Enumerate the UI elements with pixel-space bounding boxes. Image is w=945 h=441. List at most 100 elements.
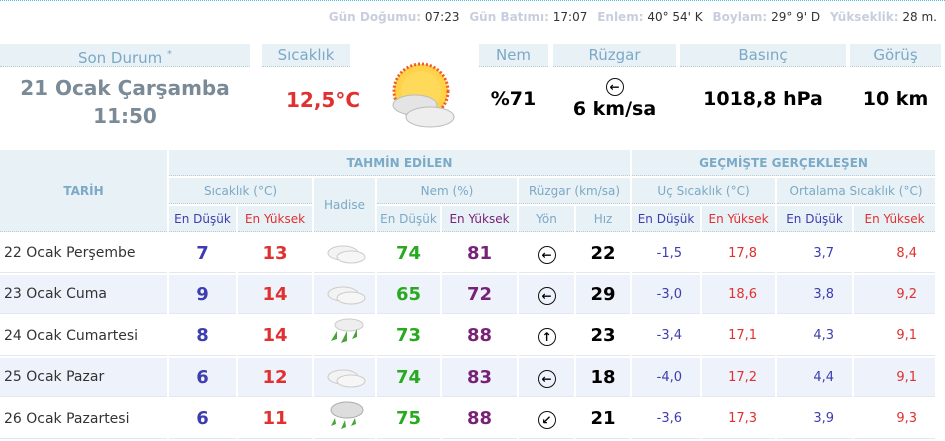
humidity-low: 75 bbox=[377, 399, 440, 439]
low-header: En Düşük bbox=[169, 206, 236, 232]
humidity-low: 73 bbox=[377, 316, 440, 356]
current-time: 11:50 bbox=[93, 104, 157, 128]
temp-high: 12 bbox=[238, 358, 312, 397]
avg-high: 8,4 bbox=[854, 234, 936, 273]
extreme-low: -3,6 bbox=[632, 399, 701, 439]
temp-high: 14 bbox=[238, 316, 312, 356]
temp-col-header: Sıcaklık (°C) bbox=[169, 178, 312, 204]
humidity-low: 65 bbox=[377, 275, 440, 314]
humidity-high: 72 bbox=[442, 275, 517, 314]
current-visibility: 10 km bbox=[862, 88, 929, 110]
current-temp: 12,5°C bbox=[286, 88, 361, 112]
avg-temp-header: Ortalama Sıcaklık (°C) bbox=[777, 178, 936, 204]
row-date: 22 Ocak Perşembe bbox=[0, 234, 167, 273]
current-humidity: %71 bbox=[490, 88, 537, 110]
history-header: GEÇMİŞTE GERÇEKLEŞEN bbox=[632, 150, 936, 176]
temp-low: 9 bbox=[169, 275, 236, 314]
avg-low: 4,4 bbox=[777, 358, 853, 397]
avg-low-header: En Düşük bbox=[777, 206, 853, 232]
table-row: 26 Ocak Pazartesi 6 11 75 88 ↙ 21 -3,6 1… bbox=[0, 399, 936, 439]
current-wind: ← 6 km/sa bbox=[553, 74, 676, 120]
wind-col-header: Rüzgar (km/sa) bbox=[519, 178, 631, 204]
wind-header: Rüzgar bbox=[553, 44, 676, 67]
sunrise-label: Gün Doğumu: bbox=[328, 10, 422, 24]
avg-high: 9,1 bbox=[854, 358, 936, 397]
row-date: 25 Ocak Pazar bbox=[0, 358, 167, 397]
wind-direction-icon: ← bbox=[537, 245, 556, 264]
hadise-header: Hadise bbox=[314, 178, 375, 232]
ext-low-header: En Düşük bbox=[632, 206, 701, 232]
humidity-low: 74 bbox=[377, 234, 440, 273]
wind-direction-icon: ← bbox=[537, 369, 556, 388]
wind-speed: 18 bbox=[576, 358, 631, 397]
extreme-high: 18,6 bbox=[702, 275, 776, 314]
avg-high: 9,2 bbox=[854, 275, 936, 314]
wind-direction: ↙ bbox=[519, 399, 574, 439]
avg-high-header: En Yüksek bbox=[854, 206, 936, 232]
table-row: 22 Ocak Perşembe 7 13 74 81 ← 22 -1,5 17… bbox=[0, 234, 936, 273]
temp-high: 14 bbox=[238, 275, 312, 314]
wind-direction: ← bbox=[519, 358, 574, 397]
son-durum-header: Son Durum * bbox=[0, 44, 250, 67]
longitude-value: 29° 9' D bbox=[771, 10, 821, 24]
hum-low-header: En Düşük bbox=[377, 206, 440, 232]
extreme-temp-header: Uç Sıcaklık (°C) bbox=[632, 178, 776, 204]
temp-low: 6 bbox=[169, 358, 236, 397]
wind-direction: ← bbox=[519, 234, 574, 273]
cloudy-icon bbox=[314, 358, 375, 397]
wind-direction-icon: ← bbox=[605, 78, 624, 96]
humidity-high: 88 bbox=[442, 316, 517, 356]
location-info: Gün Doğumu: 07:23 Gün Batımı: 17:07 Enle… bbox=[323, 10, 937, 24]
humidity-header: Nem bbox=[479, 44, 548, 67]
sunset-label: Gün Batımı: bbox=[469, 10, 549, 24]
wind-speed: 22 bbox=[576, 234, 631, 273]
avg-low: 3,9 bbox=[777, 399, 853, 439]
cloud-rain-icon bbox=[314, 399, 375, 439]
speed-header: Hız bbox=[576, 206, 631, 232]
visibility-header: Görüş bbox=[850, 44, 941, 67]
latitude-value: 40° 54' K bbox=[647, 10, 703, 24]
elevation-value: 28 m. bbox=[902, 10, 937, 24]
row-date: 23 Ocak Cuma bbox=[0, 275, 167, 314]
wind-speed: 6 km/sa bbox=[572, 98, 657, 120]
wind-direction-icon: ↑ bbox=[537, 328, 556, 346]
avg-high: 9,1 bbox=[854, 316, 936, 356]
temp-header: Sıcaklık bbox=[262, 44, 350, 67]
pressure-header: Basınç bbox=[680, 44, 846, 67]
avg-low: 4,3 bbox=[777, 316, 853, 356]
row-date: 26 Ocak Pazartesi bbox=[0, 399, 167, 439]
humidity-high: 83 bbox=[442, 358, 517, 397]
wind-direction: ↑ bbox=[519, 316, 574, 356]
sunset-value: 17:07 bbox=[552, 10, 588, 24]
wind-direction-icon: ← bbox=[537, 286, 556, 305]
table-row: 23 Ocak Cuma 9 14 65 72 ← 29 -3,0 18,6 3… bbox=[0, 275, 936, 314]
humidity-high: 88 bbox=[442, 399, 517, 439]
extreme-low: -3,0 bbox=[632, 275, 701, 314]
ext-high-header: En Yüksek bbox=[702, 206, 776, 232]
extreme-low: -3,4 bbox=[632, 316, 701, 356]
partly-cloudy-sun-icon bbox=[392, 62, 455, 128]
wind-speed: 23 bbox=[576, 316, 631, 356]
direction-header: Yön bbox=[519, 206, 574, 232]
extreme-low: -4,0 bbox=[632, 358, 701, 397]
cloudy-icon bbox=[314, 234, 375, 273]
current-date: 21 Ocak Çarşamba bbox=[20, 76, 230, 100]
elevation-label: Yükseklik: bbox=[829, 10, 899, 24]
extreme-low: -1,5 bbox=[632, 234, 701, 273]
table-row: 25 Ocak Pazar 6 12 74 83 ← 18 -4,0 17,2 … bbox=[0, 358, 936, 397]
extreme-high: 17,8 bbox=[702, 234, 776, 273]
longitude-label: Boylam: bbox=[712, 10, 768, 24]
sunrise-value: 07:23 bbox=[424, 10, 460, 24]
forecast-table: TARİH TAHMİN EDİLEN GEÇMİŞTE GERÇEKLEŞEN S… bbox=[0, 148, 937, 441]
forecast-header: TAHMİN EDİLEN bbox=[169, 150, 631, 176]
extreme-high: 17,3 bbox=[702, 399, 776, 439]
humidity-low: 74 bbox=[377, 358, 440, 397]
high-header: En Yüksek bbox=[238, 206, 312, 232]
current-datetime: 21 Ocak Çarşamba 11:50 bbox=[0, 74, 250, 130]
rain-icon bbox=[314, 316, 375, 356]
wind-speed: 21 bbox=[576, 399, 631, 439]
table-row: 24 Ocak Cumartesi 8 14 73 88 ↑ 23 -3,4 1… bbox=[0, 316, 936, 356]
top-border bbox=[0, 0, 945, 1]
avg-high: 9,3 bbox=[854, 399, 936, 439]
extreme-high: 17,2 bbox=[702, 358, 776, 397]
